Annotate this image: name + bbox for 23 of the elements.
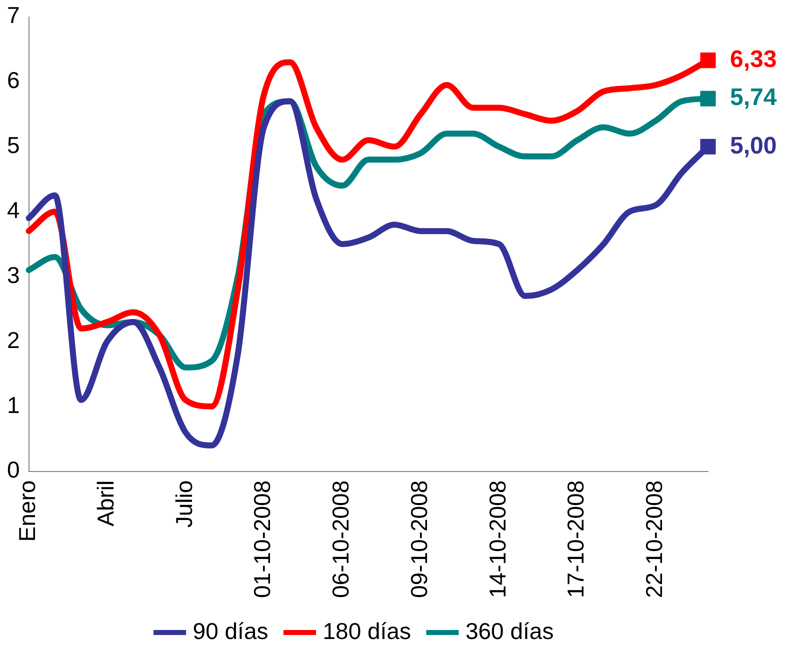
x-tick-label: 22-10-2008	[641, 480, 668, 598]
x-tick-label: 14-10-2008	[484, 480, 510, 598]
x-tick-label: 09-10-2008	[406, 480, 432, 598]
x-tick-label: 17-10-2008	[562, 480, 589, 598]
data-label: 5,74	[730, 84, 778, 112]
x-tick-label: 06-10-2008	[328, 480, 354, 598]
legend-label: 180 días	[322, 618, 411, 644]
x-tick-label: Abril	[92, 480, 119, 526]
y-tick-label: 2	[6, 326, 20, 353]
y-tick-label: 4	[6, 196, 20, 223]
x-tick-label: 01-10-2008	[249, 480, 276, 598]
y-tick-label: 0	[6, 456, 20, 483]
y-tick-label: 5	[6, 132, 20, 158]
data-label: 6,33	[730, 46, 777, 73]
legend-label: 360 días	[465, 618, 554, 644]
y-tick-label: 3	[6, 262, 20, 288]
y-tick-label: 6	[6, 67, 20, 94]
x-tick-label: Julio	[170, 480, 197, 528]
x-tick-label: Enero	[14, 480, 40, 542]
y-tick-label: 1	[6, 392, 20, 418]
data-label: 5,00	[730, 132, 777, 160]
y-tick-label: 7	[6, 2, 20, 28]
legend-label: 90 días	[192, 618, 268, 644]
